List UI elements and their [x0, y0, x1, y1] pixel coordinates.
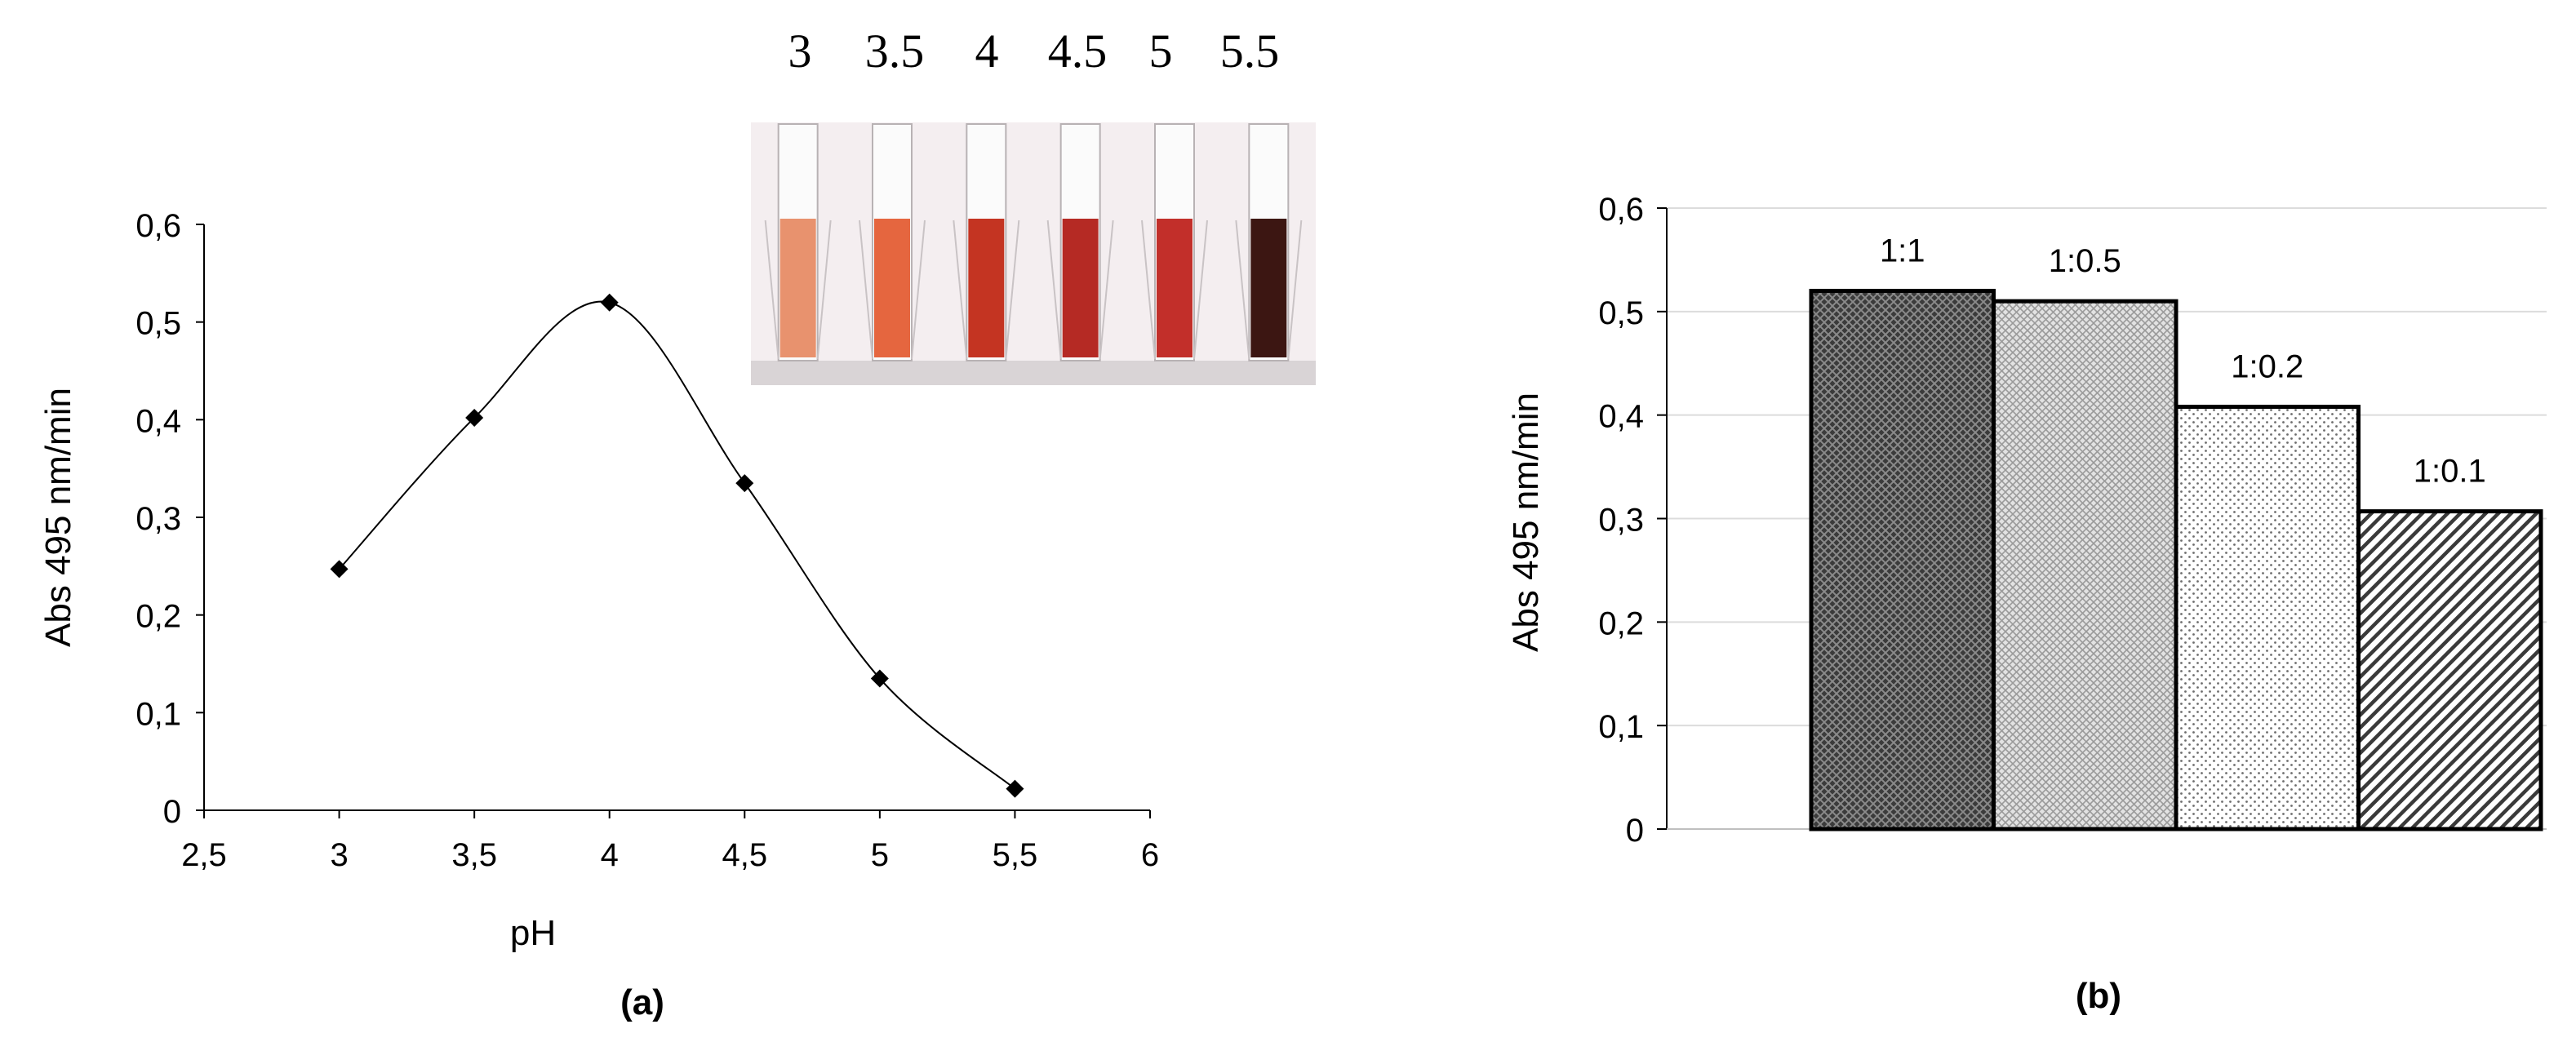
y-tick-label: 0,1: [135, 696, 181, 732]
cuvette-edge: [1287, 220, 1303, 360]
x-tick-label: 3,5: [451, 837, 497, 873]
cuvette-photo-labels: 3 3.5 4 4.5 5 5.5: [788, 24, 1280, 78]
bar-label: 1:0.5: [2049, 243, 2121, 279]
x-tick-label: 5,5: [993, 837, 1038, 873]
bar: [2174, 405, 2361, 831]
cuvette-liquid: [874, 219, 910, 357]
cuvette-liquid: [1157, 219, 1193, 357]
cuvette-edge: [911, 220, 926, 360]
photo-label: 3.5: [865, 24, 925, 78]
data-point: [600, 293, 619, 312]
bar-chart-panel: 0 0,1 0,2 0,3 0,4 0,5 0,6 1:1 1:0.5 1:0.2 1:0.1 A…: [1506, 192, 2547, 1016]
cuvette-liquid: [779, 219, 816, 357]
cuvette-liquid: [968, 219, 1005, 357]
y-tick-label: 0,5: [1598, 295, 1644, 331]
photo-label: 5.5: [1220, 24, 1280, 78]
y-tick-label: 0,5: [135, 306, 181, 342]
bar-label: 1:1: [1880, 233, 1925, 268]
bar: [1809, 288, 1996, 831]
x-tick-label: 4,5: [722, 837, 767, 873]
y-tick-label: 0,1: [1598, 709, 1644, 745]
x-tick-label: 4: [601, 837, 619, 873]
y-tick-label: 0: [163, 794, 181, 830]
data-point: [465, 408, 484, 427]
panel-label-a: (a): [620, 982, 664, 1022]
cuvette-edge: [764, 220, 779, 360]
x-axis-title: pH: [510, 913, 556, 953]
bar-label: 1:0.2: [2231, 349, 2303, 385]
y-tick-label: 0,2: [1598, 605, 1644, 641]
x-tick-label: 6: [1141, 837, 1159, 873]
cuvette-edge: [1235, 220, 1250, 360]
cuvette-edge: [816, 220, 832, 360]
photo-label: 4: [975, 24, 999, 78]
cuvette-edge: [1099, 220, 1114, 360]
x-tick-label: 2,5: [181, 837, 227, 873]
cuvette-edge: [859, 220, 873, 360]
data-point: [870, 669, 889, 688]
bar: [2356, 509, 2543, 831]
data-point: [1006, 779, 1024, 798]
photo-label: 5: [1149, 24, 1173, 78]
y-tick-label: 0,3: [1598, 503, 1644, 539]
y-tick-label: 0,3: [135, 501, 181, 537]
photo-label: 3: [788, 24, 812, 78]
cuvette-liquid: [1062, 219, 1099, 357]
data-point: [330, 560, 349, 579]
photo-bench: [751, 361, 1316, 385]
cuvette-photo: [751, 122, 1316, 385]
y-tick-label: 0,6: [135, 208, 181, 244]
y-tick-label: 0,6: [1598, 192, 1644, 228]
y-tick-label: 0: [1626, 813, 1644, 849]
bar-label: 1:0.1: [2414, 454, 2486, 490]
cuvette-edge: [1005, 220, 1020, 360]
fitted-curve: [338, 300, 1016, 790]
cuvette-edge: [953, 220, 968, 360]
x-tick-label: 3: [330, 837, 348, 873]
y-axis-title: Abs 495 nm/min: [1506, 392, 1546, 652]
data-point: [735, 474, 754, 493]
y-tick-label: 0,4: [1598, 399, 1644, 435]
bar: [1992, 299, 2178, 831]
cuvette-edge: [1193, 220, 1208, 360]
x-tick-label: 5: [871, 837, 889, 873]
cuvette-edge: [1141, 220, 1156, 360]
y-tick-label: 0,4: [135, 403, 181, 439]
y-tick-label: 0,2: [135, 599, 181, 635]
photo-background: [751, 122, 1316, 385]
photo-label: 4.5: [1048, 24, 1108, 78]
y-axis-title: Abs 495 nm/min: [38, 388, 78, 647]
line-chart-panel: 0 0,1 0,2 0,3 0,4 0,5 0,6 2,5 3 3,5 4 4,5 5 5,5 6 Abs…: [38, 208, 1159, 1022]
panel-label-b: (b): [2076, 976, 2121, 1016]
cuvette-edge: [1046, 220, 1062, 360]
cuvette-liquid: [1250, 219, 1287, 357]
